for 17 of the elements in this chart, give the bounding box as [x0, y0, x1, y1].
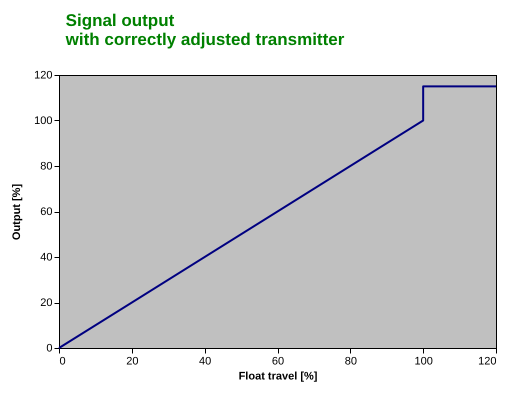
y-tick-label: 0 [46, 342, 52, 354]
x-tick-label: 0 [60, 356, 66, 368]
x-tick-label: 60 [272, 356, 284, 368]
x-axis-title: Float travel [%] [238, 370, 318, 382]
chart-title: Signal output with correctly adjusted transmitter [64, 11, 345, 49]
x-tick-label: 120 [478, 356, 496, 368]
y-tick-label: 120 [34, 70, 52, 82]
x-tick-label: 20 [126, 356, 138, 368]
y-tick-label: 40 [40, 252, 52, 264]
y-axis-title: Output [%] [11, 184, 24, 240]
x-tick-label: 80 [344, 356, 357, 368]
y-tick-label: 20 [40, 297, 52, 309]
y-tick-label: 60 [40, 206, 52, 218]
y-tick-label: 80 [40, 160, 52, 172]
x-tick-label: 40 [199, 356, 212, 368]
y-tick-label: 100 [34, 115, 52, 127]
x-tick-label: 100 [414, 356, 433, 368]
